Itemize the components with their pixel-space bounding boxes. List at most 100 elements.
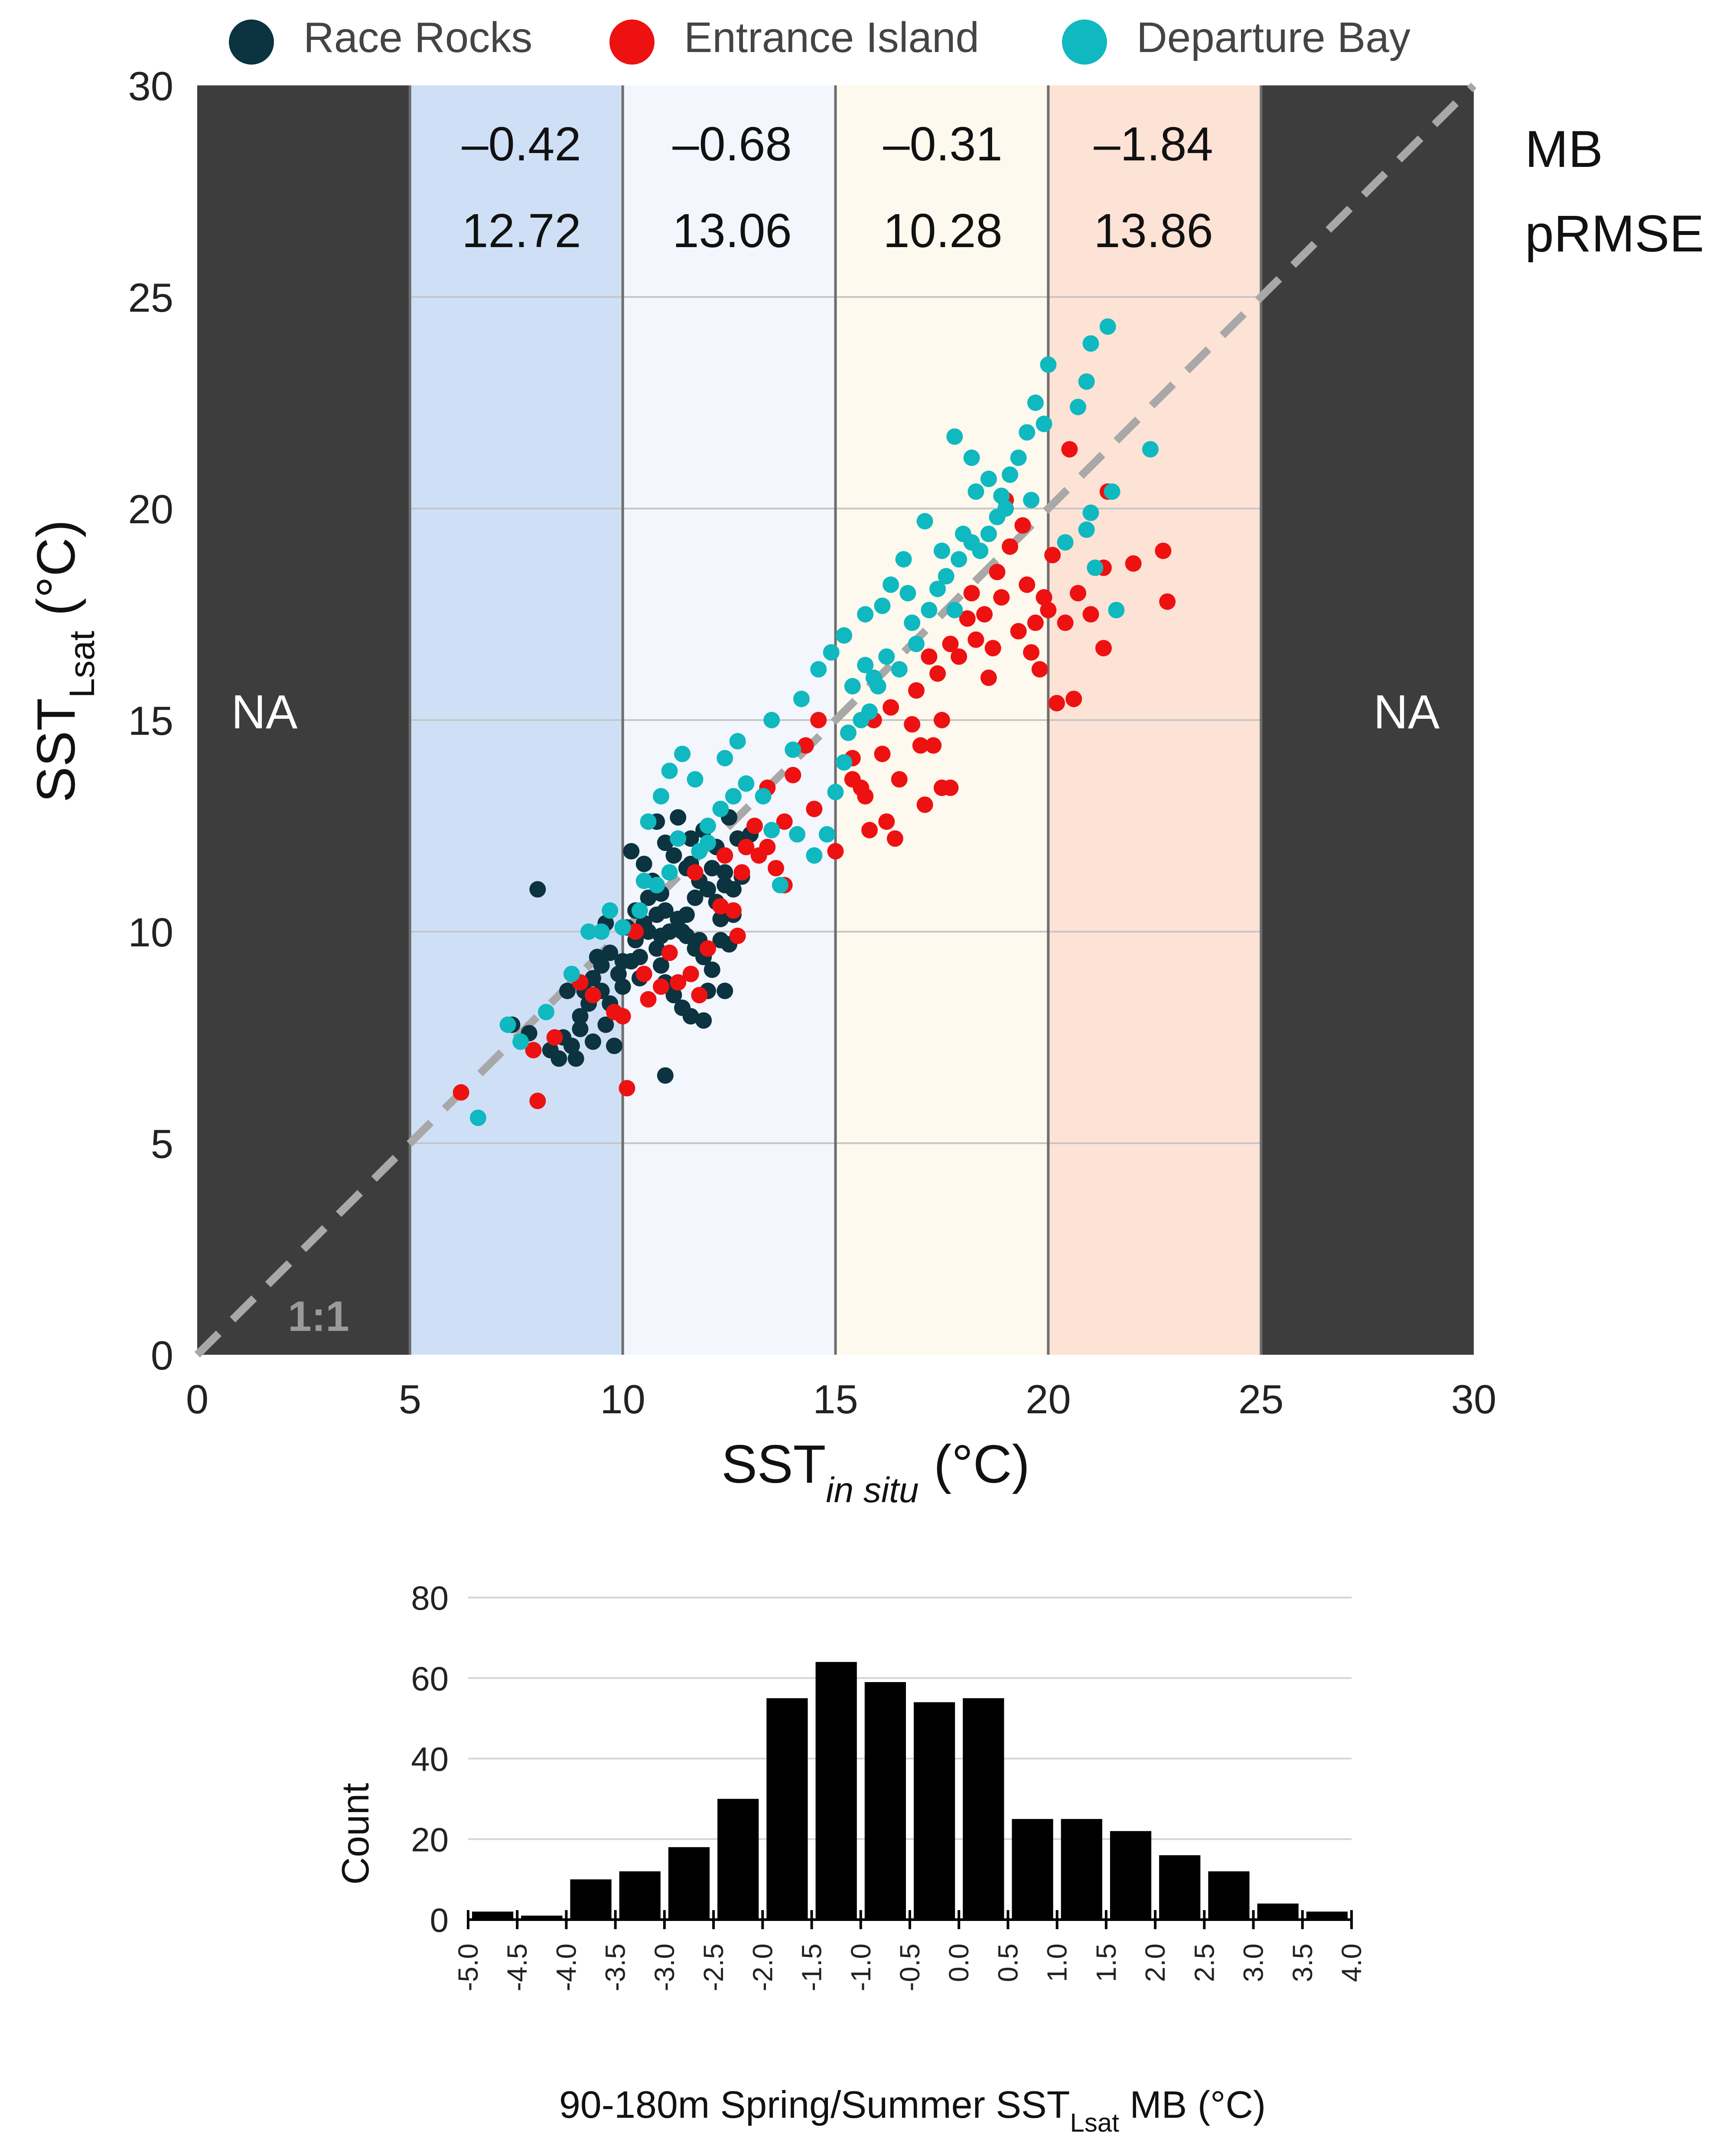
point-race-rocks	[614, 978, 631, 995]
point-entrance-island	[878, 813, 895, 830]
histogram-bar	[521, 1915, 563, 1920]
histogram-y-tick-label: 40	[411, 1740, 449, 1778]
histogram-bar	[1061, 1819, 1102, 1920]
x-axis-title-unit: (°C)	[934, 1435, 1030, 1494]
point-race-rocks	[717, 877, 733, 893]
point-departure-bay	[738, 775, 755, 792]
point-entrance-island	[883, 699, 899, 716]
x-axis-title-main: SST	[721, 1435, 826, 1494]
histogram-x-ticks: -5.0 -4.5 -4.0 -3.5 -3.0 -2.5 -2.0 -1.5 -1.0 -0.5…	[453, 1910, 1367, 1991]
point-departure-bay	[469, 1109, 486, 1126]
point-entrance-island	[904, 716, 921, 733]
point-departure-bay	[602, 902, 619, 919]
y-axis-title-main: SST	[26, 698, 86, 802]
point-entrance-island	[963, 585, 980, 602]
histogram-x-tick-label: -3.5	[600, 1943, 631, 1991]
histogram-gridlines	[468, 1597, 1352, 1840]
point-departure-bay	[1019, 424, 1036, 441]
point-race-rocks	[614, 953, 631, 970]
histogram-x-axis-title-unit: MB (°C)	[1130, 2083, 1266, 2126]
point-race-rocks	[631, 949, 648, 965]
point-departure-bay	[1001, 466, 1018, 483]
band-4-prmse: 13.86	[1094, 204, 1213, 258]
point-entrance-island	[1048, 695, 1065, 711]
histogram-x-tick-label: -0.5	[894, 1943, 925, 1991]
point-departure-bay	[844, 678, 861, 695]
point-departure-bay	[1082, 335, 1099, 352]
point-entrance-island	[1031, 661, 1048, 678]
point-entrance-island	[1159, 593, 1176, 610]
point-departure-bay	[997, 500, 1014, 517]
point-departure-bay	[712, 800, 729, 817]
point-departure-bay	[1057, 534, 1074, 551]
point-departure-bay	[670, 830, 687, 847]
point-entrance-island	[827, 843, 844, 860]
point-departure-bay	[810, 661, 827, 678]
point-departure-bay	[661, 864, 678, 881]
y-tick-label: 10	[128, 910, 173, 955]
point-departure-bay	[963, 449, 980, 466]
point-departure-bay	[1082, 504, 1099, 521]
point-departure-bay	[512, 1033, 529, 1050]
point-entrance-island	[614, 1008, 631, 1025]
point-departure-bay	[836, 627, 853, 644]
point-race-rocks	[584, 970, 601, 987]
point-entrance-island	[1070, 585, 1087, 602]
point-entrance-island	[687, 864, 704, 881]
one-to-one-line	[194, 82, 1477, 1358]
point-entrance-island	[861, 822, 878, 838]
point-race-rocks	[717, 864, 733, 881]
point-departure-bay	[1010, 449, 1027, 466]
y-tick-label: 0	[151, 1333, 173, 1378]
point-entrance-island	[738, 838, 755, 855]
legend-label-entrance-island: Entrance Island	[684, 13, 979, 61]
band-stats: –0.42 –0.68 –0.31 –1.84 12.72 13.06 10.2…	[462, 117, 1213, 258]
point-departure-bay	[763, 712, 780, 728]
x-tick-label: 10	[600, 1376, 645, 1422]
legend-item-entrance-island: Entrance Island	[609, 13, 979, 65]
na-region-right	[1261, 85, 1474, 1355]
x-tick-label: 20	[1026, 1376, 1071, 1422]
point-entrance-island	[729, 927, 746, 944]
point-departure-bay	[933, 542, 950, 559]
point-departure-bay	[980, 525, 997, 542]
histogram-bar	[717, 1799, 759, 1920]
point-entrance-island	[993, 589, 1010, 606]
point-race-rocks	[567, 1050, 584, 1067]
point-entrance-island	[951, 648, 967, 665]
point-departure-bay	[972, 542, 989, 559]
point-departure-bay	[793, 691, 810, 708]
band-2-mb: –0.68	[672, 117, 791, 171]
point-race-rocks	[563, 1037, 580, 1054]
histogram-y-ticks: 0 20 40 60 80	[411, 1579, 449, 1939]
point-departure-bay	[772, 877, 788, 893]
point-departure-bay	[717, 750, 733, 766]
histogram-x-tick-label: -1.0	[845, 1943, 876, 1991]
point-departure-bay	[614, 919, 631, 936]
point-entrance-island	[1061, 441, 1078, 458]
x-tick-label: 25	[1238, 1376, 1284, 1422]
band-2-prmse: 13.06	[672, 204, 791, 258]
point-departure-bay	[891, 661, 908, 678]
point-entrance-island	[810, 712, 827, 728]
point-departure-bay	[1023, 492, 1040, 509]
point-departure-bay	[878, 648, 895, 665]
point-departure-bay	[1070, 398, 1087, 415]
point-departure-bay	[980, 470, 997, 487]
point-race-rocks	[657, 835, 674, 851]
histogram-bar	[864, 1682, 906, 1920]
point-departure-bay	[874, 597, 891, 614]
y-axis-title-unit: (°C)	[26, 520, 86, 616]
point-entrance-island	[635, 965, 652, 982]
point-departure-bay	[857, 606, 874, 623]
point-entrance-island	[980, 669, 997, 686]
point-departure-bay	[823, 644, 840, 661]
histogram-bar	[1110, 1831, 1152, 1920]
histogram-y-tick-label: 60	[411, 1660, 449, 1698]
point-departure-bay	[870, 678, 886, 695]
point-entrance-island	[661, 944, 678, 961]
point-entrance-island	[857, 788, 874, 805]
point-entrance-island	[717, 847, 733, 864]
histogram: 0 20 40 60 80 -5.0 -4.5 -4.0 -3.5 -3.0 -2.5 -2.0 -1…	[334, 1579, 1367, 2137]
point-entrance-island	[584, 987, 601, 1004]
